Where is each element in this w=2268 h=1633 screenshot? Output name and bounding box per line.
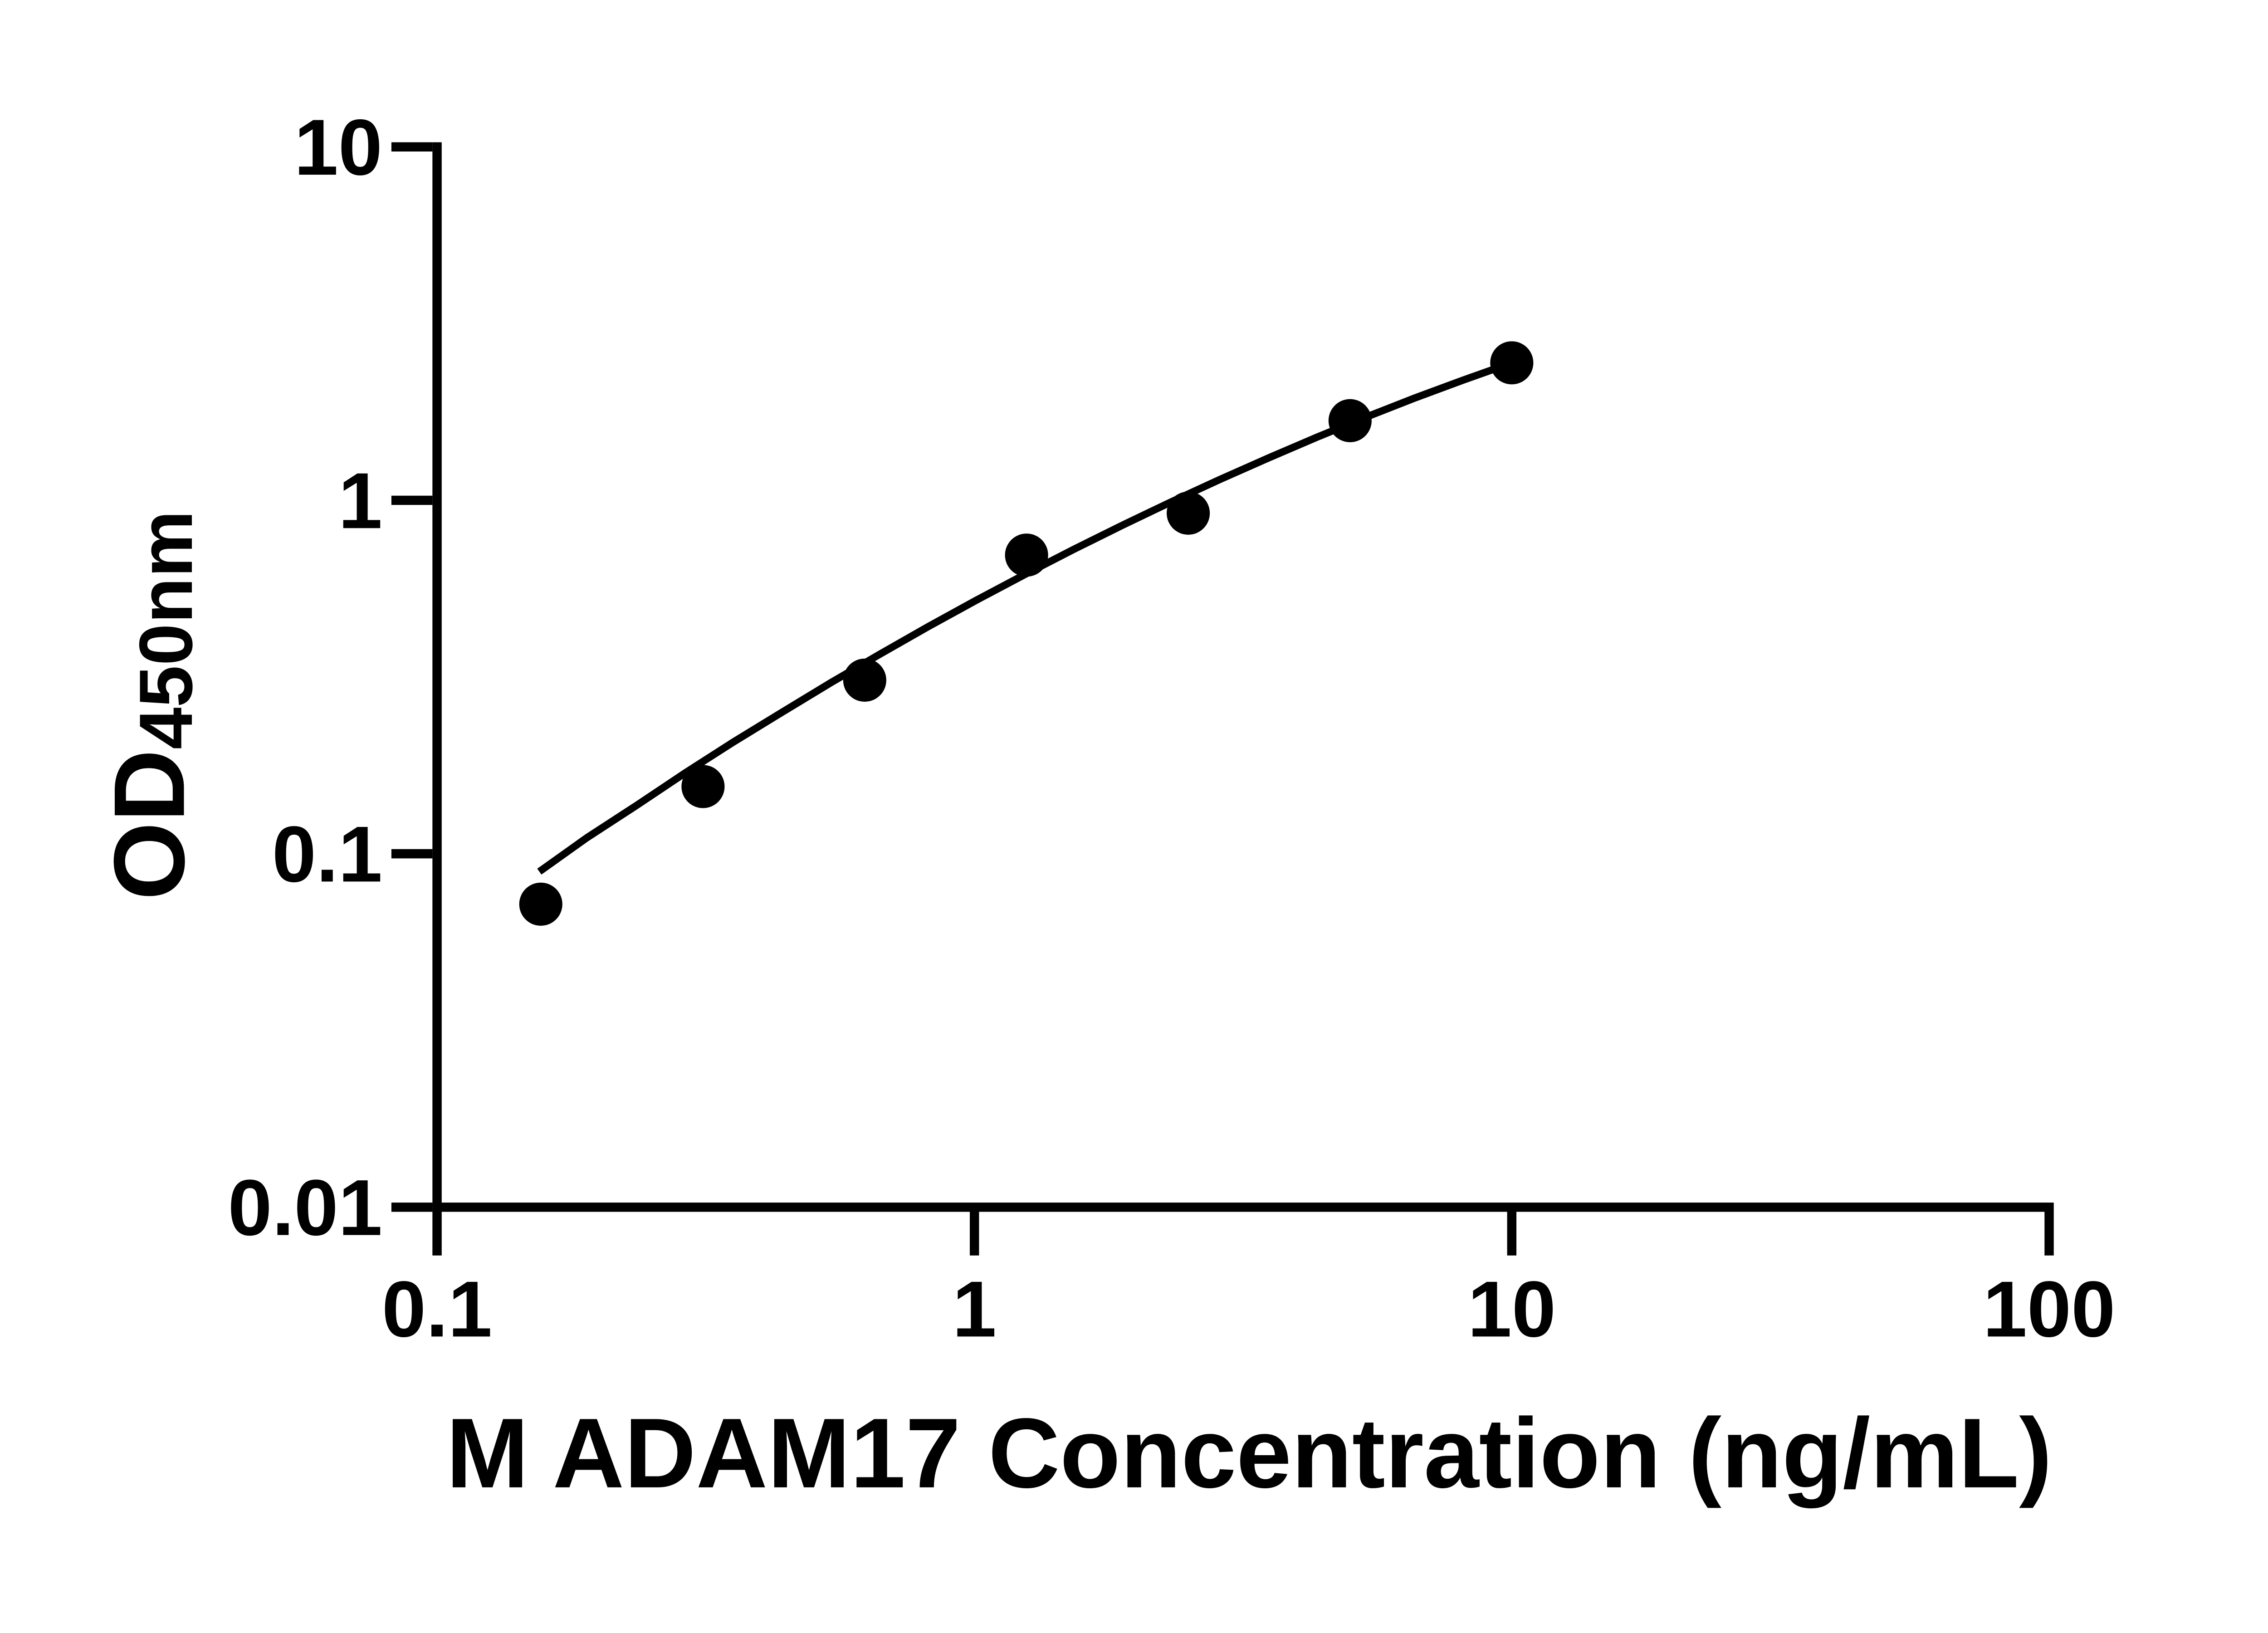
data-point [1005,533,1048,577]
y-tick-label: 10 [294,103,382,192]
x-tick-label: 1 [953,1265,997,1354]
y-axis-title-main: OD [93,749,205,900]
data-point [1167,491,1210,535]
data-point [843,658,886,702]
elisa-standard-curve-figure: 10 1 0.1 0.01 0.1 1 10 100 M ADAM17 Concentrati… [93,103,2116,1509]
y-tick-label: 0.01 [228,1164,382,1252]
y-tick-label: 1 [338,457,382,545]
x-tick-label: 100 [1983,1265,2115,1354]
x-axis-title: M ADAM17 Concentration (ng/mL) [446,1398,2052,1509]
data-point [681,765,725,808]
y-axis-title-subscript: 450nm [124,510,208,749]
y-tick-label: 0.1 [272,810,382,899]
data-point [1328,399,1372,442]
x-tick-label: 10 [1468,1265,1556,1354]
data-point [519,882,562,926]
data-point [1490,341,1534,385]
y-axis-title: OD450nm [93,510,208,900]
x-tick-label: 0.1 [382,1265,492,1354]
